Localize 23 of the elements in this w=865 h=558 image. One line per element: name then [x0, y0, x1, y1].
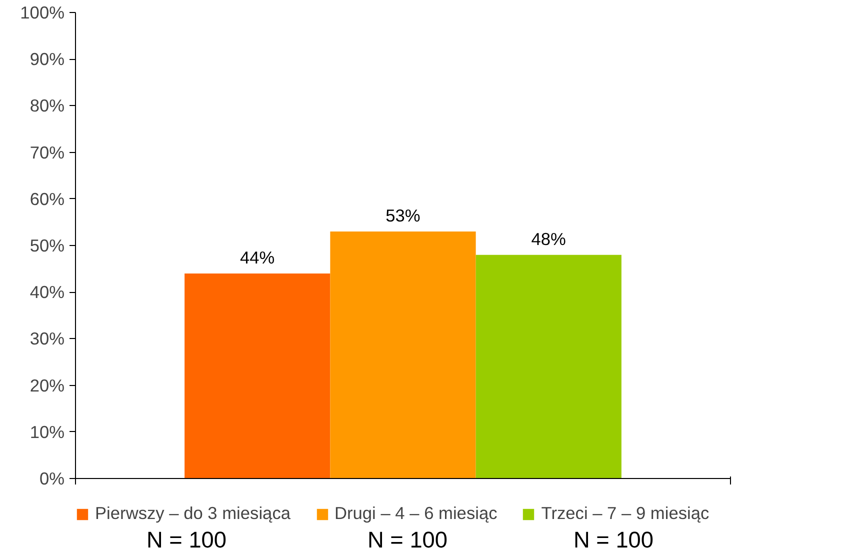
y-tick-label: 90%: [30, 49, 65, 70]
y-tick-label: 80%: [30, 96, 65, 116]
text: N = 100: [146, 526, 226, 552]
text: N = 100: [368, 526, 448, 552]
legend-label: Drugi – 4 – 6 miesiąc: [334, 503, 498, 524]
data-label: 53%: [386, 206, 420, 226]
y-tick-label: 20%: [30, 375, 65, 396]
text: N = 100: [574, 526, 654, 552]
y-tick-label: 40%: [30, 282, 65, 302]
y-tick-label: 30%: [30, 328, 65, 349]
data-label: 48%: [531, 228, 566, 249]
bar: [184, 273, 330, 478]
y-tick-label: 70%: [30, 142, 65, 162]
y-tick-label: 60%: [30, 188, 65, 209]
legend-label: Trzeci – 7 – 9 miesiąc: [541, 503, 710, 524]
bar: [476, 254, 622, 478]
y-tick-label: 100%: [20, 2, 65, 22]
y-tick-label: 0%: [39, 468, 64, 488]
y-tick-label: 10%: [30, 422, 65, 442]
legend-label: Pierwszy – do 3 miesiąca: [95, 503, 290, 524]
y-tick-label: 50%: [30, 236, 65, 256]
bar: [330, 232, 476, 478]
data-label: 44%: [240, 247, 275, 268]
